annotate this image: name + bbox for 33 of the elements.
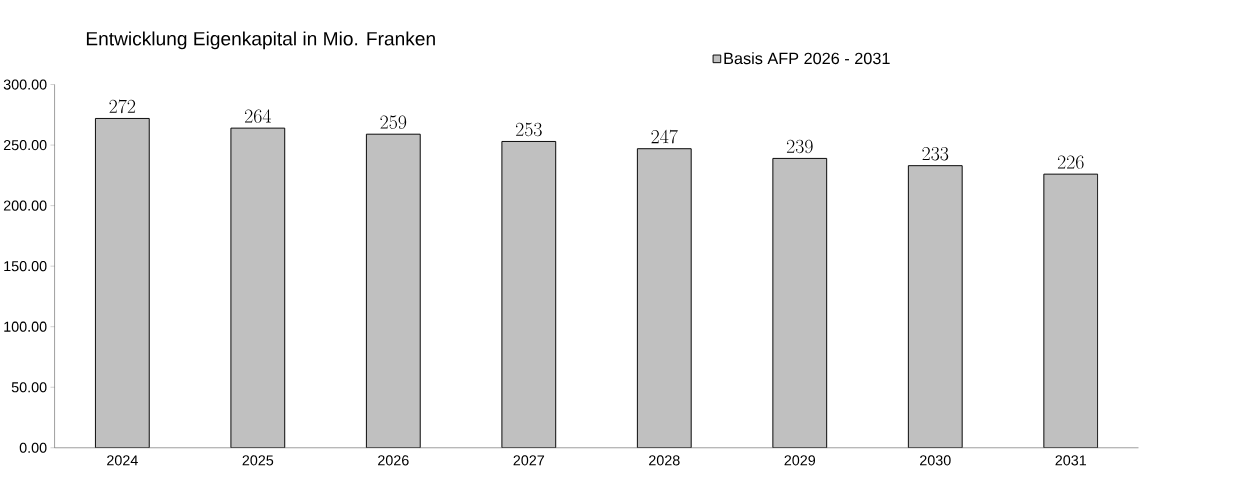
data-label: 226 — [1057, 155, 1084, 170]
x-tick-label: 2029 — [784, 455, 816, 466]
bar — [636, 148, 692, 448]
x-tick-label: 2028 — [649, 455, 680, 466]
y-tick-label: 250.00 — [3, 140, 47, 151]
y-tick-label: 100.00 — [4, 321, 47, 332]
bar — [501, 141, 557, 448]
data-label: 272 — [109, 99, 136, 114]
data-label: 264 — [244, 109, 272, 124]
data-label: 239 — [786, 139, 813, 154]
y-tick-label: 50.00 — [11, 382, 47, 393]
x-tick-label: 2031 — [1055, 455, 1087, 466]
data-label: 247 — [651, 129, 678, 144]
bar — [230, 127, 286, 448]
data-label: 259 — [380, 115, 407, 130]
x-tick-label: 2026 — [378, 455, 409, 466]
x-tick-label: 2030 — [920, 455, 951, 466]
bar — [365, 133, 421, 448]
x-tick-label: 2024 — [107, 455, 138, 466]
legend-label: Basis AFP 2026 - 2031 — [724, 52, 890, 65]
y-tick-label: 300.00 — [3, 79, 47, 90]
bar — [1043, 173, 1099, 448]
y-tick-label: 150.00 — [4, 261, 47, 272]
y-tick-label: 0.00 — [19, 442, 47, 454]
bar — [907, 165, 963, 448]
data-label: 253 — [515, 122, 542, 137]
bar — [772, 158, 828, 448]
data-label: 233 — [922, 147, 949, 161]
y-tick-label: 200.00 — [3, 200, 47, 211]
x-tick-label: 2025 — [242, 455, 274, 466]
x-tick-label: 2027 — [513, 455, 545, 466]
chart-title: Entwicklung Eigenkapital in Mio. Franken — [86, 31, 435, 50]
bar — [94, 118, 150, 448]
